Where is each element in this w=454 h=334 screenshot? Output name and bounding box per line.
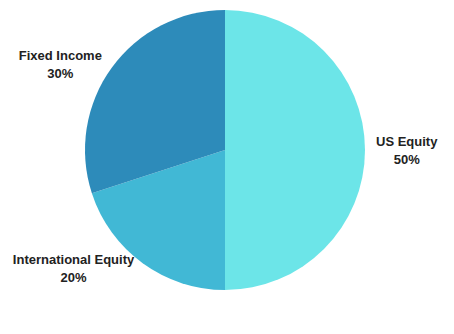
svg-text:International Equity: International Equity <box>13 252 135 267</box>
svg-text:30%: 30% <box>47 66 73 81</box>
svg-text:20%: 20% <box>60 270 86 285</box>
svg-text:Fixed Income: Fixed Income <box>19 48 102 63</box>
svg-text:US Equity: US Equity <box>376 134 438 149</box>
svg-text:50%: 50% <box>394 152 420 167</box>
